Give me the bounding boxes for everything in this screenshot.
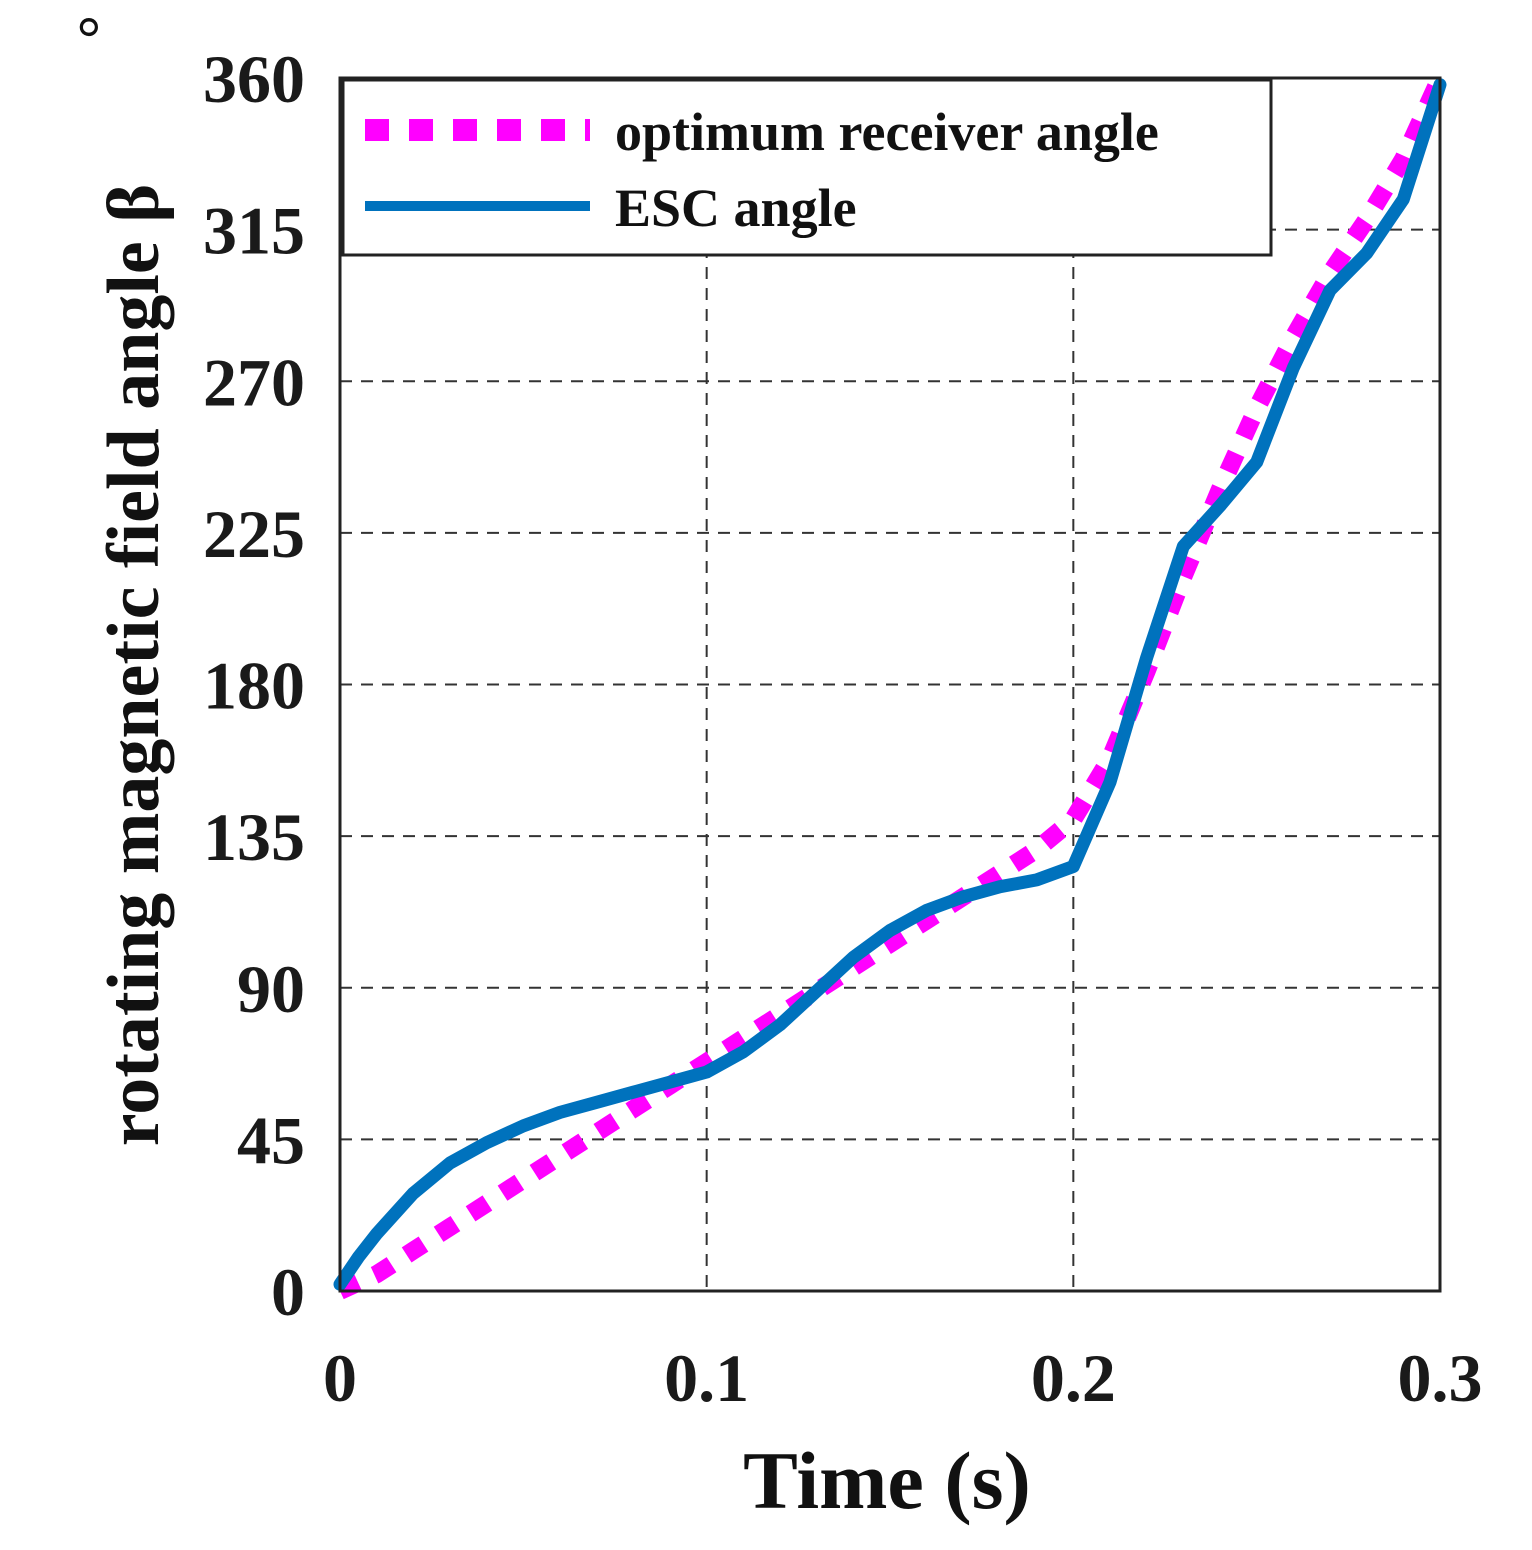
- x-tick-label: 0.3: [1398, 1340, 1483, 1416]
- legend-label-esc: ESC angle: [615, 178, 857, 238]
- series-line-esc-angle: [333, 78, 1447, 1291]
- y-axis-label-group: rotating magnetic field angle β °: [67, 15, 175, 1146]
- y-tick-labels: 0 45 90 135 180 225 270 315 360: [203, 41, 305, 1330]
- y-axis-label-unit: °: [67, 15, 133, 39]
- x-axis-label: Time (s): [743, 1435, 1031, 1526]
- y-tick-label: 90: [237, 951, 305, 1027]
- y-tick-label: 0: [271, 1254, 305, 1330]
- series-line-optimum-receiver-angle: [336, 74, 1449, 1300]
- x-tick-labels: 0 0.1 0.2 0.3: [323, 1340, 1483, 1416]
- legend-label-optimum: optimum receiver angle: [615, 102, 1159, 162]
- y-tick-label: 45: [237, 1102, 305, 1178]
- y-axis-label: rotating magnetic field angle β: [93, 184, 175, 1147]
- y-tick-label: 135: [203, 799, 305, 875]
- y-tick-label: 180: [203, 648, 305, 724]
- y-tick-label: 315: [203, 193, 305, 269]
- y-tick-label: 270: [203, 344, 305, 420]
- plot-frame: [338, 76, 1442, 1293]
- y-tick-label: 360: [203, 41, 305, 117]
- x-tick-label: 0.2: [1031, 1340, 1116, 1416]
- series-layer: [333, 74, 1449, 1300]
- x-tick-label: 0.1: [664, 1340, 749, 1416]
- y-tick-label: 225: [203, 496, 305, 572]
- x-tick-label: 0: [323, 1340, 357, 1416]
- legend-box: [341, 78, 1273, 257]
- legend: optimum receiver angle ESC angle: [341, 78, 1273, 257]
